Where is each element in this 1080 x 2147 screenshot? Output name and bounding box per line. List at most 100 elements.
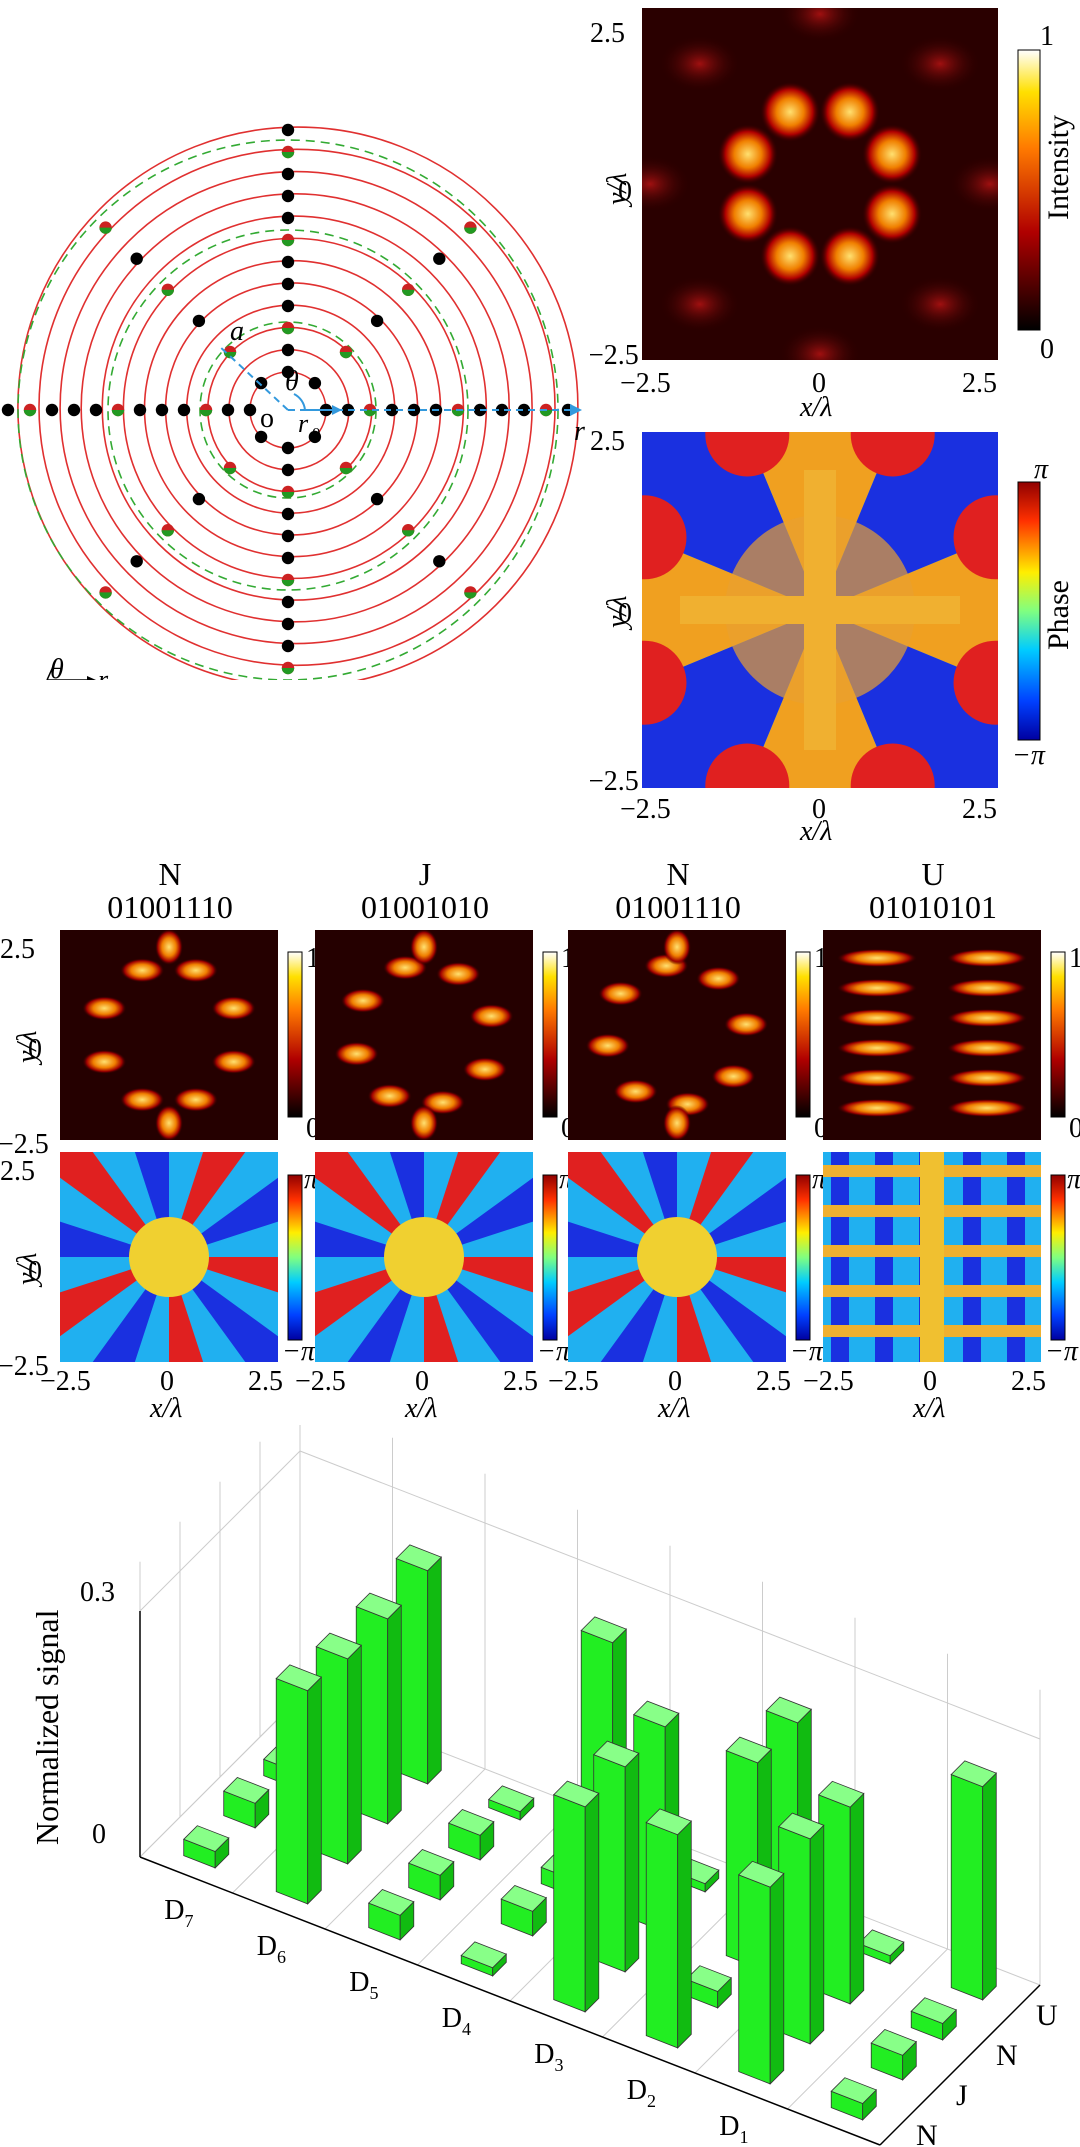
detector-dot (517, 403, 531, 417)
intensity-lobe (760, 226, 821, 287)
intensity-lobe (663, 930, 691, 965)
phase-wedge (424, 1152, 501, 1257)
intensity-ytick-mid: 0 (618, 176, 632, 207)
label-r-axis: r (574, 416, 585, 447)
detector-dot (385, 403, 399, 417)
intensity-stripe (947, 949, 1027, 967)
panel-xtick: 0 (415, 1366, 429, 1397)
panel-code: 01001010 (361, 889, 489, 925)
bar-side-face (347, 1644, 362, 1865)
intensity-lobe (469, 1004, 514, 1029)
detector-dot (254, 430, 268, 444)
intensity-lobe (663, 1105, 691, 1140)
bar-top-face (275, 1664, 322, 1692)
ring-circle (80, 193, 511, 623)
detector-dot-green (99, 592, 112, 599)
phase-red-lobe (705, 743, 790, 788)
intensity-lobe (696, 966, 741, 991)
detector-dot (192, 492, 206, 506)
phase-band (920, 1152, 944, 1362)
bar-top-face (910, 1997, 957, 2024)
intensity-x-label: x/λ (799, 392, 832, 423)
detector-dot-green (161, 530, 174, 537)
letter-panel: J0100101010π−π−2.502.5x/λ (295, 856, 575, 1424)
bar-side-face (849, 1792, 865, 2005)
signal-bar (778, 1812, 825, 2045)
letter-axis-label: N (996, 2039, 1018, 2072)
detector-dot-green (281, 240, 295, 247)
detector-label: D3 (534, 2039, 563, 2075)
signal-bar (830, 2077, 877, 2121)
detector-label: D2 (627, 2075, 656, 2111)
r-arrowhead (570, 404, 582, 416)
detector-dot-green (161, 289, 174, 296)
bar-top-face (818, 1780, 865, 1808)
detector-dot-green (99, 227, 112, 234)
chart-y-label: Normalized signal (29, 1609, 65, 1845)
phase-wedge (315, 1257, 424, 1337)
signal-bar (488, 1785, 535, 1821)
bar-side-face (809, 1824, 825, 2045)
panel-x-label: x/λ (404, 1393, 437, 1424)
signal-bar (395, 1544, 442, 1785)
panel-phase-pattern (568, 1152, 786, 1362)
grid-line (324, 1768, 486, 1930)
intensity-stripe (947, 1099, 1027, 1117)
bar-top-face (738, 1860, 785, 1888)
ring-circle (38, 148, 556, 667)
detector-dot (254, 376, 268, 390)
panel-intensity-top: 1 (1069, 943, 1080, 974)
detector-dot-green (451, 410, 465, 417)
detector-dot-green (199, 410, 213, 417)
chart-bars (183, 1544, 997, 2121)
intensity-outer-ring (659, 276, 740, 333)
phase-ytick-bottom: −2.5 (590, 766, 639, 797)
phase-pattern (642, 432, 998, 788)
phase-red-lobe (953, 640, 998, 725)
bar-top-face (500, 1885, 547, 1912)
detector-dot (308, 430, 322, 444)
intensity-stripe (947, 1009, 1027, 1027)
bar-top-face (870, 2029, 917, 2056)
phase-wedge (92, 1257, 169, 1362)
phase-red-lobe (705, 432, 790, 477)
label-theta: θ (285, 366, 299, 397)
letter-axis (879, 1984, 1041, 2146)
bar-side-face (624, 1752, 640, 1973)
panel-intensity-colorbar (542, 951, 558, 1118)
panel-x-label: x/λ (912, 1393, 945, 1424)
intensity-stripe (837, 979, 917, 997)
intensity-lobe (819, 81, 880, 142)
intensity-stripe (837, 949, 917, 967)
detector-dot-green (281, 580, 295, 587)
phase-wedge (600, 1257, 677, 1362)
bar-top-face (685, 1965, 732, 1992)
signal-bar (500, 1885, 547, 1937)
phase-red-lobe (850, 432, 935, 477)
intensity-lobe (334, 1041, 379, 1066)
panel-phase-colorbar (795, 1174, 811, 1341)
panel-phase-pattern (315, 1152, 533, 1362)
intensity-lobe (173, 1087, 218, 1112)
panel-code: 01001110 (615, 889, 741, 925)
phase-wedge (424, 1177, 533, 1257)
detector-dot (281, 123, 295, 137)
intensity-stripe (947, 979, 1027, 997)
phase-wedge (677, 1152, 754, 1257)
bar-top-face (830, 2077, 877, 2104)
r0-arrowhead (332, 405, 342, 415)
bar-top-face (368, 1889, 415, 1916)
signal-bar (275, 1664, 322, 1905)
intensity-outer-ring (780, 326, 860, 360)
signal-bar (448, 1809, 495, 1861)
intensity-lobe (717, 124, 778, 185)
panel-ytick: −2.5 (0, 1129, 49, 1160)
bar-top-face (593, 1740, 640, 1768)
phase-wedge (169, 1152, 246, 1257)
bar-top-face (765, 1696, 812, 1724)
phase-x-label: x/λ (799, 816, 832, 840)
bar-top-face (460, 1941, 507, 1969)
phase-xtick-left: −2.5 (620, 794, 671, 825)
detector-dot (433, 555, 446, 568)
